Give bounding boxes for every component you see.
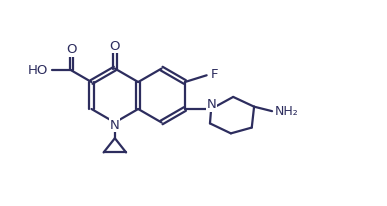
Text: F: F	[211, 68, 219, 81]
Text: N: N	[206, 98, 216, 111]
Text: NH₂: NH₂	[275, 105, 299, 118]
Text: O: O	[66, 43, 77, 56]
Text: N: N	[110, 119, 120, 132]
Text: O: O	[110, 40, 120, 53]
Text: HO: HO	[28, 64, 48, 77]
